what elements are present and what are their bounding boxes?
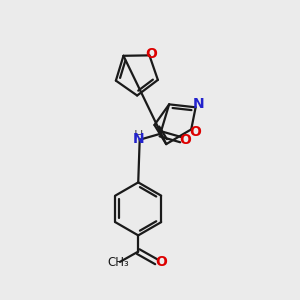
Text: N: N: [193, 97, 204, 111]
Text: O: O: [155, 255, 167, 269]
Text: N: N: [132, 132, 144, 146]
Text: O: O: [190, 125, 202, 139]
Text: O: O: [145, 47, 157, 61]
Text: O: O: [179, 133, 191, 147]
Text: CH₃: CH₃: [108, 256, 129, 269]
Text: H: H: [134, 129, 143, 142]
